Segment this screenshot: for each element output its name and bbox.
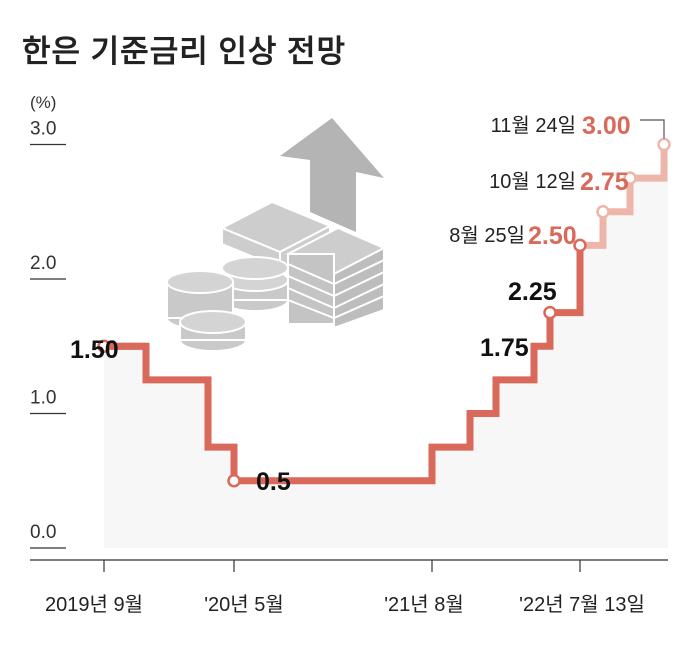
forecast-value-label: 2.50 xyxy=(528,222,577,250)
data-point-marker xyxy=(573,238,587,253)
data-label: 0.5 xyxy=(256,468,291,496)
x-tick-label: '21년 8월 xyxy=(384,593,464,616)
forecast-value-label: 3.00 xyxy=(582,112,631,140)
y-tick-label: 1.0 xyxy=(30,388,56,409)
data-label: 1.50 xyxy=(70,336,119,364)
forecast-value-label: 2.75 xyxy=(580,168,629,196)
forecast-date-label: 8월 25일 xyxy=(449,224,525,247)
data-point-marker xyxy=(657,137,671,152)
x-tick-label: '22년 7월 13일 xyxy=(519,593,645,616)
y-tick-label: 2.0 xyxy=(30,253,56,274)
y-unit-label: (%) xyxy=(30,93,56,112)
data-point-marker xyxy=(543,305,557,320)
area-fill xyxy=(104,144,668,548)
data-point-marker xyxy=(623,171,637,185)
forecast-date-label: 11월 24일 xyxy=(491,114,576,137)
data-label: 2.25 xyxy=(508,278,557,306)
data-label: 1.75 xyxy=(480,334,529,362)
y-tick-label: 0.0 xyxy=(30,522,56,543)
data-point-marker xyxy=(227,474,241,488)
data-point-marker xyxy=(97,339,111,353)
forecast-date-label: 10월 12일 xyxy=(489,170,576,193)
leader-line xyxy=(640,119,665,139)
x-tick-label: '20년 5월 xyxy=(204,593,284,616)
data-point-marker xyxy=(596,205,610,219)
coin-stacks-and-up-arrow-icon xyxy=(166,118,387,352)
y-tick-label: 3.0 xyxy=(30,119,56,140)
page-title: 한은 기준금리 인상 전망 xyxy=(22,34,347,69)
actual-rate-line xyxy=(104,245,584,485)
x-tick-label: 2019년 9월 xyxy=(45,593,143,616)
